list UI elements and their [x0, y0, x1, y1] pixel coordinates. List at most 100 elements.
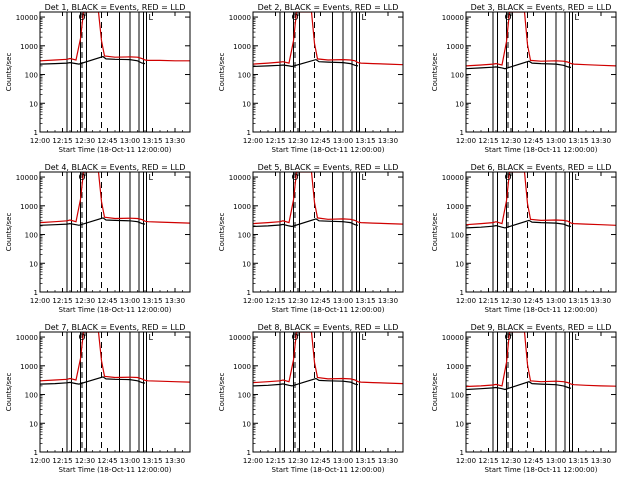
y-tick-label: 100	[25, 392, 38, 400]
x-tick-label: 12:45	[523, 457, 543, 465]
x-tick-label: 12:15	[478, 137, 498, 145]
x-tick-label: 13:30	[165, 297, 185, 305]
series-events-line	[466, 60, 572, 70]
y-tick-label: 100	[451, 232, 464, 240]
x-tick-label: 12:00	[456, 297, 476, 305]
marker-label: O	[78, 173, 85, 183]
y-tick-label: 1	[34, 129, 38, 137]
x-tick-label: 12:30	[288, 137, 308, 145]
x-tick-label: 12:00	[456, 137, 476, 145]
series-events-line	[253, 58, 359, 68]
x-tick-label: 13:15	[568, 297, 588, 305]
x-tick-label: 12:30	[501, 297, 521, 305]
chart-title: Det 5, BLACK = Events, RED = LLD	[258, 163, 399, 172]
y-tick-label: 1	[247, 449, 251, 457]
y-axis-label: Counts/sec	[431, 373, 439, 412]
x-tick-label: 13:30	[591, 297, 611, 305]
x-tick-label: 13:30	[165, 137, 185, 145]
x-tick-label: 13:30	[165, 457, 185, 465]
x-tick-label: 13:15	[142, 137, 162, 145]
series-events-line	[253, 218, 359, 228]
y-tick-label: 1000	[446, 203, 464, 211]
x-tick-label: 13:00	[333, 297, 353, 305]
x-axis-label: Start Time (18-Oct-11 12:00:00)	[272, 146, 385, 154]
x-axis-label: Start Time (18-Oct-11 12:00:00)	[485, 146, 598, 154]
plot-frame	[465, 331, 617, 453]
x-tick-label: 12:15	[265, 457, 285, 465]
x-tick-label: 12:00	[243, 137, 263, 145]
y-tick-label: 1000	[233, 203, 251, 211]
end-marker-label: L	[149, 13, 154, 22]
y-tick-label: 10	[455, 260, 464, 268]
y-tick-label: 1000	[446, 43, 464, 51]
x-axis-label: Start Time (18-Oct-11 12:00:00)	[59, 146, 172, 154]
x-tick-label: 12:45	[523, 137, 543, 145]
y-tick-label: 1	[247, 289, 251, 297]
y-tick-label: 100	[238, 232, 251, 240]
chart-title: Det 1, BLACK = Events, RED = LLD	[45, 3, 186, 12]
chart-title: Det 9, BLACK = Events, RED = LLD	[471, 323, 612, 332]
y-tick-label: 1	[34, 289, 38, 297]
y-axis-label: Counts/sec	[5, 53, 13, 92]
y-tick-label: 10	[242, 420, 251, 428]
x-tick-label: 12:00	[30, 297, 50, 305]
y-axis-label: Counts/sec	[5, 213, 13, 252]
x-tick-label: 12:30	[75, 457, 95, 465]
x-tick-label: 13:00	[120, 457, 140, 465]
y-tick-label: 1000	[233, 43, 251, 51]
chart-title: Det 4, BLACK = Events, RED = LLD	[45, 163, 186, 172]
y-tick-label: 10000	[229, 14, 251, 22]
end-marker-label: L	[149, 333, 154, 342]
x-tick-label: 12:15	[52, 457, 72, 465]
series-events-line	[466, 219, 572, 229]
x-tick-label: 12:30	[501, 137, 521, 145]
y-tick-label: 100	[451, 392, 464, 400]
x-tick-label: 13:00	[333, 137, 353, 145]
x-tick-label: 12:45	[97, 297, 117, 305]
y-tick-label: 1000	[20, 203, 38, 211]
marker-label: O	[291, 13, 298, 23]
series-lld-line	[253, 12, 403, 66]
plot-frame	[39, 171, 191, 293]
y-axis-label: Counts/sec	[431, 213, 439, 252]
end-marker-label: L	[149, 173, 154, 182]
series-lld-line	[253, 332, 403, 385]
end-marker-label: L	[362, 173, 367, 182]
y-tick-label: 1	[460, 289, 464, 297]
x-tick-label: 12:45	[310, 457, 330, 465]
x-tick-label: 12:45	[310, 297, 330, 305]
y-tick-label: 10000	[442, 174, 464, 182]
y-tick-label: 10	[242, 260, 251, 268]
plot-frame	[252, 331, 404, 453]
marker-label: O	[504, 173, 511, 183]
x-tick-label: 13:30	[378, 457, 398, 465]
y-tick-label: 1	[460, 129, 464, 137]
chart-title: Det 7, BLACK = Events, RED = LLD	[45, 323, 186, 332]
plot-frame	[465, 11, 617, 133]
marker-label: O	[291, 333, 298, 343]
marker-label: O	[504, 333, 511, 343]
end-marker-label: L	[575, 333, 580, 342]
series-lld-line	[40, 172, 190, 224]
marker-label: O	[504, 13, 511, 23]
x-tick-label: 12:30	[288, 297, 308, 305]
series-events-line	[466, 381, 572, 391]
plot-frame	[39, 331, 191, 453]
plot-frame	[39, 11, 191, 133]
x-tick-label: 12:45	[523, 297, 543, 305]
x-axis-label: Start Time (18-Oct-11 12:00:00)	[485, 306, 598, 314]
y-axis-label: Counts/sec	[218, 373, 226, 412]
y-tick-label: 100	[451, 72, 464, 80]
plot-frame	[252, 11, 404, 133]
x-tick-label: 12:15	[265, 297, 285, 305]
y-axis-label: Counts/sec	[218, 213, 226, 252]
y-tick-label: 10	[29, 260, 38, 268]
x-tick-label: 13:00	[333, 457, 353, 465]
series-lld-line	[40, 332, 190, 383]
end-marker-label: L	[575, 173, 580, 182]
x-tick-label: 12:15	[478, 297, 498, 305]
